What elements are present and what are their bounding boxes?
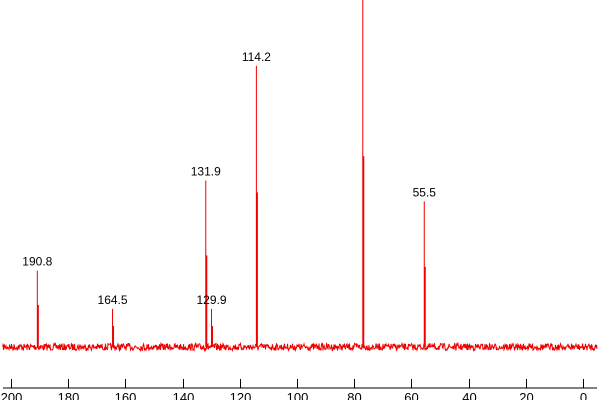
- tick-label: 100: [287, 390, 309, 400]
- peak-label: 129.9: [196, 293, 226, 307]
- tick-label: 180: [58, 390, 80, 400]
- tick-label: 140: [173, 390, 195, 400]
- x-axis: 200 180 160 140 120 100 80 60 40 20 0: [1, 379, 597, 400]
- tick-label: 60: [404, 390, 418, 400]
- tick-label: 120: [230, 390, 252, 400]
- tick-label: 200: [1, 390, 23, 400]
- peak-body: [362, 156, 365, 347]
- tick-label: 80: [347, 390, 361, 400]
- peak-body: [424, 266, 426, 347]
- peak-label: 190.8: [22, 255, 52, 269]
- peak-body: [112, 326, 115, 347]
- peak-label: 164.5: [98, 293, 128, 307]
- peak-body: [211, 326, 213, 347]
- peak-body: [256, 192, 258, 347]
- tick-label: 0: [580, 390, 587, 400]
- peak-label: 55.5: [413, 185, 437, 199]
- peak-label: 114.2: [242, 50, 271, 64]
- peak-body: [37, 305, 39, 347]
- tick-label: 40: [462, 390, 476, 400]
- peak-body: [205, 255, 208, 347]
- tick-label: 160: [115, 390, 137, 400]
- peak-label: 131.9: [191, 164, 221, 178]
- spectrum-trace: [2, 341, 598, 353]
- baseline-noise: [2, 341, 598, 353]
- peaks: 190.8 164.5 131.9 129.9 114.2 55.5: [22, 0, 436, 347]
- tick-label: 20: [519, 390, 533, 400]
